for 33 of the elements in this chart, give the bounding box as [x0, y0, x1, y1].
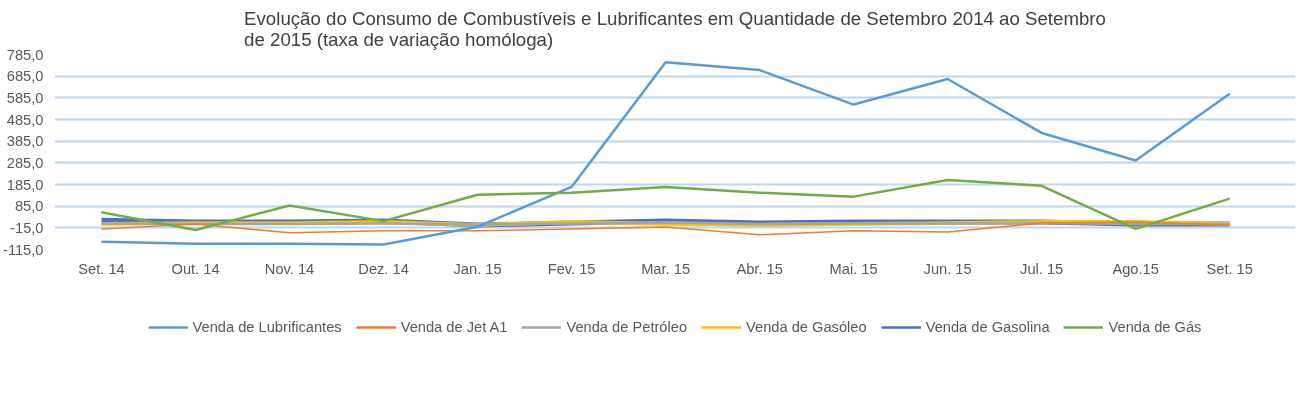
y-tick-label: -15,0 — [10, 219, 44, 236]
legend-label: Venda de Gasóleo — [746, 319, 867, 335]
x-tick-label: Set. 15 — [1206, 260, 1253, 277]
y-tick-label: 285,0 — [6, 154, 44, 171]
x-tick-label: Ago.15 — [1112, 260, 1159, 277]
y-tick-label: 385,0 — [6, 133, 44, 150]
x-tick-label: Jan. 15 — [453, 260, 502, 277]
x-tick-label: Abr. 15 — [736, 260, 783, 277]
y-tick-label: 785,0 — [6, 46, 44, 63]
chart-title: Evolução do Consumo de Combustíveis e Lubrificantes em Quantidade de Setembro 2014 ao Setembro de 2015 (taxa de variação homóloga) — [244, 7, 1106, 50]
x-tick-label: Dez. 14 — [358, 260, 409, 277]
y-tick-label: 485,0 — [6, 111, 44, 128]
x-tick-label: Jun. 15 — [923, 260, 972, 277]
line-series — [100, 221, 1231, 236]
x-tick-label: Nov. 14 — [264, 260, 315, 277]
line-series — [100, 178, 1231, 232]
x-tick-label: Out. 14 — [171, 260, 220, 277]
legend-label: Venda de Lubrificantes — [192, 319, 342, 335]
legend-label: Venda de Petróleo — [566, 319, 688, 335]
legend-label: Venda de Gás — [1108, 319, 1202, 335]
line-series — [100, 61, 1231, 246]
y-tick-label: 85,0 — [14, 198, 44, 215]
x-tick-label: Set. 14 — [78, 260, 125, 277]
y-tick-label: 685,0 — [6, 68, 44, 85]
x-tick-label: Fev. 15 — [547, 260, 596, 277]
y-tick-label: -115,0 — [3, 241, 44, 258]
x-tick-label: Jul. 15 — [1020, 260, 1064, 277]
x-tick-label: Mai. 15 — [829, 260, 878, 277]
legend-label: Venda de Gasolina — [925, 319, 1050, 335]
legend-label: Venda de Jet A1 — [400, 319, 508, 335]
y-tick-label: 185,0 — [6, 176, 44, 193]
y-tick-label: 585,0 — [6, 89, 44, 106]
x-tick-label: Mar. 15 — [641, 260, 691, 277]
